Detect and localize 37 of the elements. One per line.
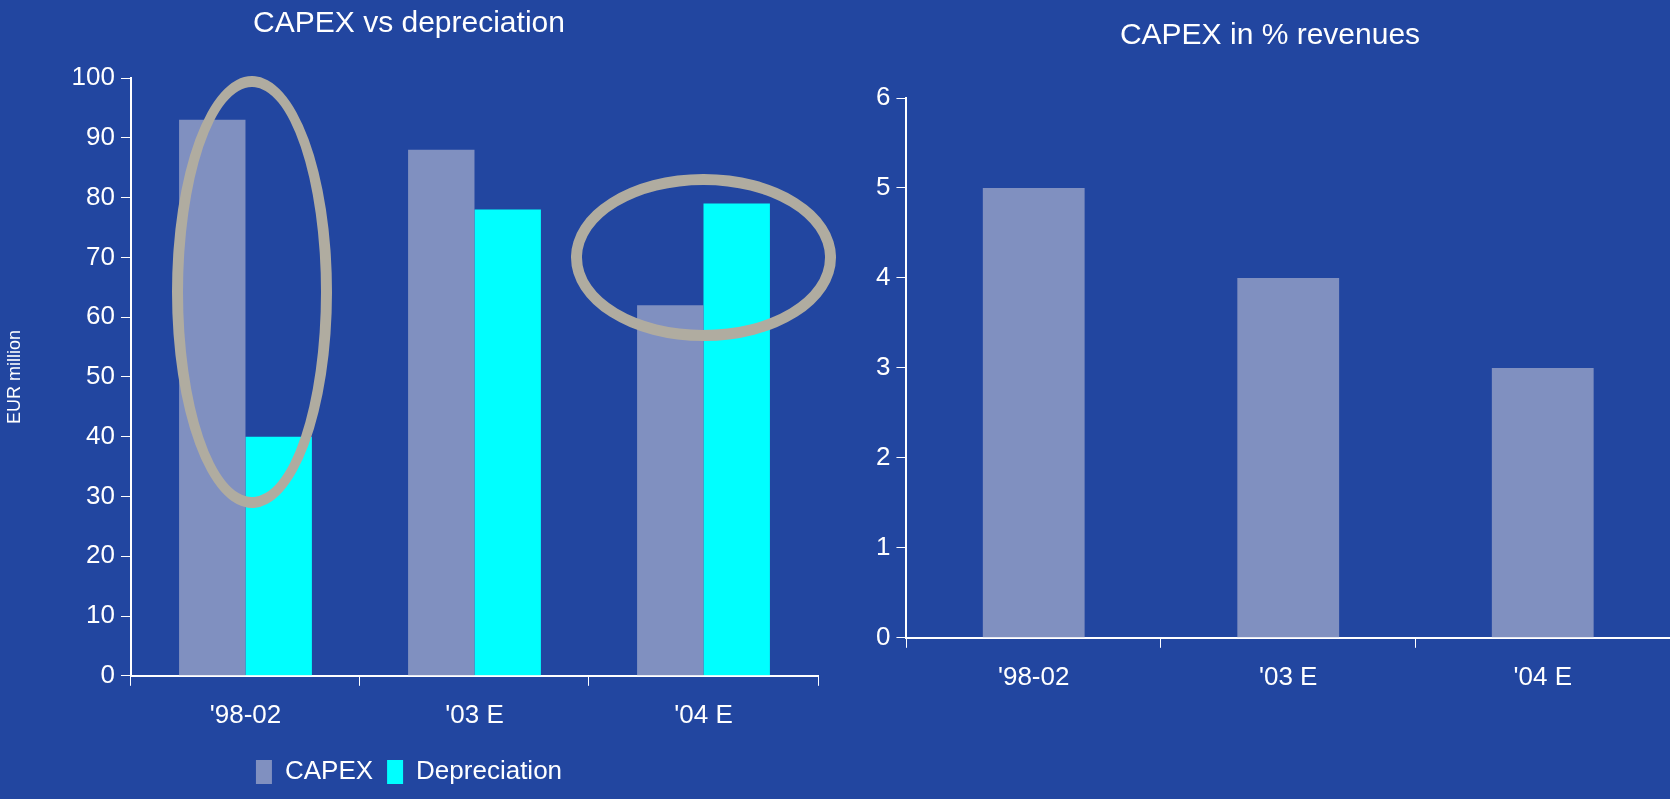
- bar: [1491, 367, 1594, 638]
- y-tick-label: 20: [86, 539, 115, 570]
- y-tick-label: 10: [86, 599, 115, 630]
- bar: [474, 209, 541, 676]
- bar: [982, 187, 1085, 638]
- bar: [408, 149, 475, 676]
- y-tick-label: 40: [86, 419, 115, 450]
- legend-label: CAPEX: [284, 755, 374, 786]
- y-tick-label: 0: [100, 658, 115, 689]
- y-tick-label: 0: [875, 620, 891, 651]
- bar: [1237, 277, 1340, 638]
- bar: [637, 305, 704, 676]
- y-tick-label: 50: [86, 360, 115, 391]
- y-tick-label: 100: [71, 61, 115, 92]
- chart-title: CAPEX in % revenues: [1119, 17, 1421, 51]
- x-tick-label: '03 E: [445, 698, 504, 729]
- y-axis-title: EUR million: [3, 329, 24, 424]
- bar: [703, 203, 770, 676]
- y-tick-label: 6: [875, 81, 891, 112]
- x-tick-label: '04 E: [1513, 660, 1572, 691]
- y-tick-label: 2: [875, 441, 891, 472]
- y-tick-label: 1: [875, 531, 891, 562]
- chart-title: CAPEX vs depreciation: [253, 5, 565, 39]
- x-tick-label: '03 E: [1259, 660, 1318, 691]
- y-tick-label: 4: [875, 261, 891, 292]
- x-tick-label: '04 E: [674, 698, 733, 729]
- y-tick-label: 90: [86, 120, 115, 151]
- legend-label: Depreciation: [416, 755, 563, 786]
- y-tick-label: 60: [86, 300, 115, 331]
- x-tick-label: '98-02: [209, 698, 282, 729]
- bar: [245, 436, 312, 676]
- y-tick-label: 5: [875, 171, 891, 202]
- x-tick-label: '98-02: [997, 660, 1070, 691]
- y-tick-label: 80: [86, 180, 115, 211]
- y-tick-label: 70: [86, 240, 115, 271]
- y-tick-label: 3: [875, 351, 891, 382]
- y-tick-label: 30: [86, 479, 115, 510]
